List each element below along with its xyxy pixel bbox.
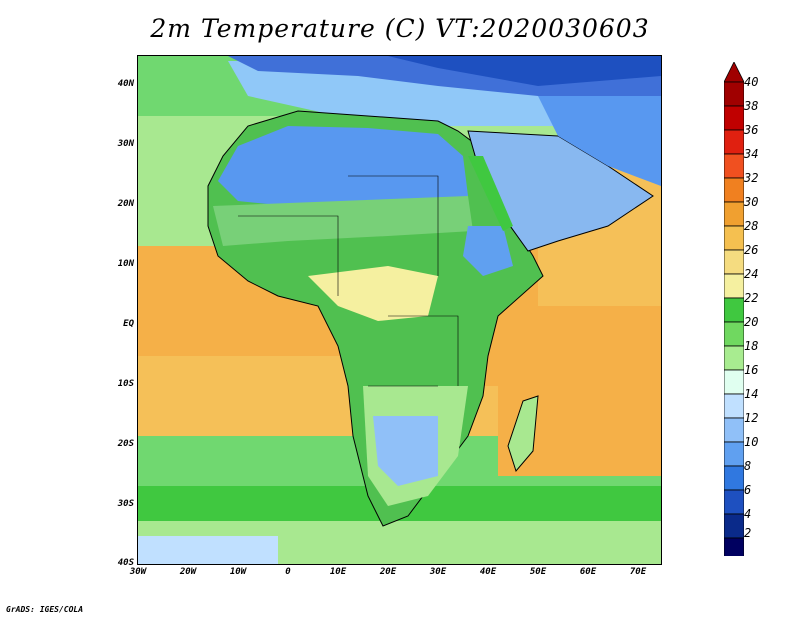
lon-tick-30w: 30W xyxy=(129,567,147,577)
grads-credit: GrADS: IGES/COLA xyxy=(6,605,84,614)
map-title: 2m Temperature (C) VT:2020030603 xyxy=(150,14,650,43)
colorbar-label-10: 10 xyxy=(744,435,759,449)
colorbar-cell xyxy=(724,297,744,323)
colorbar-cell xyxy=(724,369,744,395)
lat-tick-10s: 10S xyxy=(117,379,134,389)
colorbar-cell xyxy=(724,321,744,347)
map-canvas xyxy=(138,56,661,564)
colorbar-cell xyxy=(724,249,744,275)
colorbar-label-40: 40 xyxy=(744,75,759,89)
lon-tick-50e: 50E xyxy=(529,567,547,577)
colorbar-cell xyxy=(724,177,744,203)
colorbar-cell xyxy=(724,417,744,443)
sahel-region xyxy=(213,196,473,246)
colorbar-label-12: 12 xyxy=(744,411,759,425)
coastlines-hint xyxy=(238,175,459,387)
ocean-far-south-blue xyxy=(138,536,278,564)
lat-tick-40n: 40N xyxy=(117,79,134,89)
lon-tick-20w: 20W xyxy=(179,567,197,577)
temperature-map xyxy=(137,55,662,565)
lon-tick-60e: 60E xyxy=(579,567,597,577)
colorbar-cell xyxy=(724,81,744,107)
lon-tick-10w: 10W xyxy=(229,567,247,577)
colorbar-cell xyxy=(724,441,744,467)
lon-tick-10e: 10E xyxy=(329,567,347,577)
colorbar-label-14: 14 xyxy=(744,387,759,401)
lat-tick-30n: 30N xyxy=(117,139,134,149)
colorbar-cell xyxy=(724,201,744,227)
lat-tick-30s: 30S xyxy=(117,499,134,509)
colorbar-label-36: 36 xyxy=(744,123,759,137)
colorbar-label-28: 28 xyxy=(744,219,759,233)
colorbar-label-6: 6 xyxy=(744,483,752,497)
lat-tick-20s: 20S xyxy=(117,439,134,449)
kalahari xyxy=(373,416,438,486)
atlantic-warm-patch xyxy=(138,356,348,436)
europe-cold xyxy=(388,56,661,86)
colorbar xyxy=(724,62,744,556)
colorbar-cell xyxy=(724,345,744,371)
colorbar-label-30: 30 xyxy=(744,195,759,209)
colorbar-label-20: 20 xyxy=(744,315,759,329)
ethiopian-highlands xyxy=(463,226,513,276)
colorbar-label-26: 26 xyxy=(744,243,759,257)
equatorial-warm xyxy=(308,266,438,321)
madagascar xyxy=(507,395,539,473)
colorbar-cell xyxy=(724,129,744,155)
colorbar-label-34: 34 xyxy=(744,147,759,161)
lon-tick-30e: 30E xyxy=(429,567,447,577)
colorbar-label-38: 38 xyxy=(744,99,759,113)
colorbar-cell xyxy=(724,393,744,419)
colorbar-high-arrow xyxy=(724,62,744,83)
sahara-region xyxy=(218,126,468,206)
lon-tick-20e: 20E xyxy=(379,567,397,577)
colorbar-label-18: 18 xyxy=(744,339,759,353)
lon-tick-40e: 40E xyxy=(479,567,497,577)
colorbar-cell xyxy=(724,105,744,131)
lat-tick-40s: 40S xyxy=(117,558,134,568)
colorbar-label-4: 4 xyxy=(744,507,752,521)
colorbar-label-22: 22 xyxy=(744,291,759,305)
indian-ocean-warm xyxy=(498,306,661,476)
colorbar-cell xyxy=(724,153,744,179)
colorbar-cell xyxy=(724,273,744,299)
colorbar-label-16: 16 xyxy=(744,363,759,377)
lat-tick-10n: 10N xyxy=(117,259,134,269)
iran-region xyxy=(538,96,661,186)
lon-tick-0: 0 xyxy=(285,567,291,577)
red-sea xyxy=(468,156,513,231)
colorbar-cell xyxy=(724,489,744,515)
colorbar-label-2: 2 xyxy=(744,526,752,540)
colorbar-label-8: 8 xyxy=(744,459,752,473)
lat-tick-eq: EQ xyxy=(123,319,134,329)
colorbar-label-24: 24 xyxy=(744,267,759,281)
colorbar-cell xyxy=(724,513,744,539)
lon-tick-70e: 70E xyxy=(629,567,647,577)
colorbar-cell xyxy=(724,537,744,556)
colorbar-cell xyxy=(724,225,744,251)
colorbar-label-32: 32 xyxy=(744,171,759,185)
colorbar-cell xyxy=(724,465,744,491)
lat-tick-20n: 20N xyxy=(117,199,134,209)
